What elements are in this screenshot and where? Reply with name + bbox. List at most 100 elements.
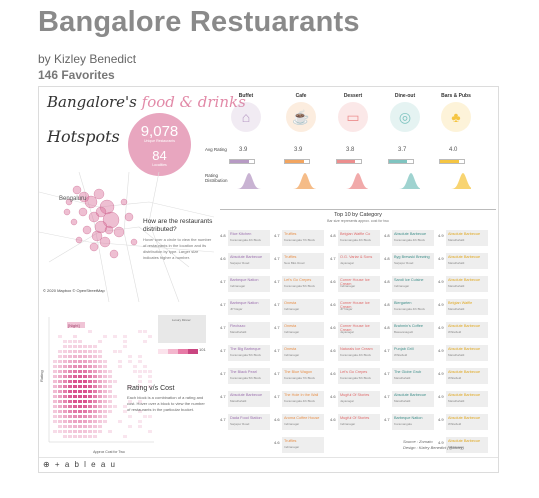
category-1[interactable]: Cafe ☕ bbox=[280, 93, 322, 132]
top10-item[interactable]: 4.7 The Hole In the Wall Koramangala 4th B… bbox=[274, 391, 324, 409]
category-3[interactable]: Dine-out ◎ bbox=[384, 93, 426, 132]
heat-cell bbox=[68, 430, 72, 433]
rating-distribution-1[interactable] bbox=[286, 171, 316, 189]
heat-cell bbox=[103, 365, 107, 368]
avg-rating-3[interactable]: 3.7 bbox=[384, 147, 426, 157]
heat-cell bbox=[78, 415, 82, 418]
top10-item[interactable]: 4.9 Absolute Barbecue Whitefield bbox=[438, 322, 488, 340]
top10-item[interactable]: 4.9 Absolute Barbecue Whitefield bbox=[438, 414, 488, 432]
top10-item[interactable]: 4.7 Truffles New BEL Road bbox=[274, 253, 324, 271]
top10-item[interactable]: 4.6 Mugful Of Stories Jayanagar bbox=[330, 391, 380, 409]
top10-item[interactable]: 4.8 Byg Brewski Brewing Sarjapur Road bbox=[384, 253, 434, 271]
top10-item[interactable]: 4.7 Barbeque Nation Indiranagar bbox=[220, 276, 270, 294]
top10-panel: Top 10 by Category Bar size represents a… bbox=[220, 209, 496, 449]
heat-cell bbox=[63, 360, 67, 363]
item-rating: 4.7 bbox=[384, 348, 390, 353]
heat-cell bbox=[138, 425, 142, 428]
top10-item[interactable]: 4.9 Belgian Waffle Marathahalli bbox=[438, 299, 488, 317]
top10-item[interactable]: 4.7 Let's Go Crepes Koramangala 5th Block bbox=[274, 276, 324, 294]
rating-distribution-3[interactable] bbox=[390, 171, 420, 189]
heading-part-a: Bangalore's bbox=[47, 93, 137, 111]
top10-item[interactable]: 4.8 Belgian Waffle Co Koramangala 4th Bloc… bbox=[330, 230, 380, 248]
top10-item[interactable]: 4.6 Corner House Ice Cream Indiranagar bbox=[330, 276, 380, 294]
heat-cell bbox=[78, 350, 82, 353]
top10-item[interactable]: 4.8 Sandi Ice Cuisine Indiranagar bbox=[384, 276, 434, 294]
item-name: Truffles bbox=[284, 232, 296, 236]
avg-rating-4[interactable]: 4.0 bbox=[435, 147, 477, 157]
item-name: Absolute Barbecue bbox=[448, 255, 480, 259]
top10-item[interactable]: 4.9 Absolute Barbecue Marathahalli bbox=[438, 345, 488, 363]
top10-item[interactable]: 4.6 Truffles Indiranagar bbox=[274, 437, 324, 455]
top10-item[interactable]: 4.9 Absolute Barbecue Marathahalli bbox=[438, 230, 488, 248]
heat-cell bbox=[123, 435, 127, 438]
top10-item[interactable]: 4.6 Corner House Ice Cream JP Nagar bbox=[330, 299, 380, 317]
top10-item[interactable]: 4.7 The Blue Wagon Koramangala 7th Block bbox=[274, 368, 324, 386]
heat-cell bbox=[73, 395, 77, 398]
top10-item[interactable]: 4.7 Flechazo Marathahalli bbox=[220, 322, 270, 340]
heat-cell bbox=[88, 425, 92, 428]
heat-cell bbox=[78, 405, 82, 408]
top10-item[interactable]: 4.9 Absolute Barbecue Whitefield bbox=[438, 368, 488, 386]
author-byline[interactable]: by Kizley Benedict bbox=[38, 52, 136, 66]
top10-item[interactable]: 4.7 Dada Food Station Sarjapur Road bbox=[220, 414, 270, 432]
top10-item[interactable]: 4.6 Let's Go Crepes Koramangala 5th Block bbox=[330, 368, 380, 386]
top10-item[interactable]: 4.6 Naturals Ice Cream Koramangala 4th Blo… bbox=[330, 345, 380, 363]
top10-item[interactable]: 4.7 Barbeque Nation Koramangala bbox=[384, 414, 434, 432]
top10-item[interactable]: 4.9 Absolute Barbecue Marathahalli bbox=[438, 253, 488, 271]
top10-item[interactable]: 4.7 Onesta Indiranagar bbox=[274, 322, 324, 340]
category-4[interactable]: Bars & Pubs ♣ bbox=[435, 93, 477, 132]
location-circle bbox=[64, 209, 70, 215]
top10-item[interactable]: 4.7 The Big Barbeque Koramangala 5th Block bbox=[220, 345, 270, 363]
item-rating: 4.6 bbox=[330, 348, 336, 353]
top10-item[interactable]: 4.6 Absolute Barbecue Sarjapur Road bbox=[220, 253, 270, 271]
map-credit[interactable]: © 2020 Mapbox © OpenStreetMap bbox=[43, 288, 105, 293]
avg-rating-2[interactable]: 3.8 bbox=[332, 147, 374, 157]
heat-cell bbox=[133, 370, 137, 373]
top10-item[interactable]: 4.9 Absolute Barbecue Marathahalli bbox=[438, 391, 488, 409]
item-locality: Koramangala 4th Block bbox=[340, 238, 371, 242]
top10-item[interactable]: 4.7 Truffles Koramangala 7th Block bbox=[274, 230, 324, 248]
heat-cell bbox=[58, 410, 62, 413]
heat-cell bbox=[123, 335, 127, 338]
top10-item[interactable]: 4.7 The Globe Grub Marathahalli bbox=[384, 368, 434, 386]
item-name: Absolute Barbecue bbox=[448, 324, 480, 328]
heat-cell bbox=[98, 405, 102, 408]
top10-item[interactable]: 4.9 Absolute Barbecue Marathahalli bbox=[438, 276, 488, 294]
rating-distribution-2[interactable] bbox=[338, 171, 368, 189]
top10-item[interactable]: 4.7 O.G. Variar & Sons Jayanagar bbox=[330, 253, 380, 271]
top10-item[interactable]: 4.8 Absolute Barbecue Koramangala 4th Bloc… bbox=[384, 230, 434, 248]
top10-item[interactable]: 4.7 Punjab Grill Whitefield bbox=[384, 345, 434, 363]
heat-cell bbox=[63, 345, 67, 348]
heat-cell bbox=[108, 385, 112, 388]
top10-item[interactable]: 4.7 Onesta Indiranagar bbox=[274, 345, 324, 363]
heat-cell bbox=[103, 405, 107, 408]
top10-item[interactable]: 4.8 Rice Kitchen Koramangala 4th Block bbox=[220, 230, 270, 248]
top10-item[interactable]: 4.7 Onesta Indiranagar bbox=[274, 299, 324, 317]
dashboard-viz[interactable]: Bangalore's food & drinks Hotspots 9,078… bbox=[38, 86, 499, 473]
category-0[interactable]: Buffet ⌂ bbox=[225, 93, 267, 132]
heat-cell bbox=[68, 375, 72, 378]
top10-item[interactable]: 4.7 The Black Pearl Koramangala 5th Block bbox=[220, 368, 270, 386]
avg-rating-0[interactable]: 3.9 bbox=[225, 147, 267, 157]
category-label: Cafe bbox=[280, 93, 322, 99]
rating-distribution-4[interactable] bbox=[441, 171, 471, 189]
heat-cell bbox=[73, 355, 77, 358]
top10-item[interactable]: 4.8 Brahmin's Coffee Basavanagudi bbox=[384, 322, 434, 340]
category-2[interactable]: Dessert ▭ bbox=[332, 93, 374, 132]
top10-item[interactable]: 4.7 Absolute Barbecue Marathahalli bbox=[384, 391, 434, 409]
tableau-logo[interactable]: ⊕ + a b l e a u bbox=[43, 460, 116, 469]
heat-cell bbox=[143, 370, 147, 373]
top10-item[interactable]: 4.6 Aroma Coffee House Indiranagar bbox=[274, 414, 324, 432]
top10-item[interactable]: 4.8 Biergarten Koramangala 4th Block bbox=[384, 299, 434, 317]
item-locality: Indiranagar bbox=[284, 445, 299, 449]
item-locality: Koramangala 7th Block bbox=[284, 376, 315, 380]
rating-distribution-0[interactable] bbox=[231, 171, 261, 189]
heat-cell bbox=[53, 395, 57, 398]
top10-item[interactable]: 4.6 Mugful Of Stories Indiranagar bbox=[330, 414, 380, 432]
heat-cell bbox=[93, 345, 97, 348]
avg-rating-1[interactable]: 3.9 bbox=[280, 147, 322, 157]
top10-item[interactable]: 4.7 Absolute Barbecue Marathahalli bbox=[220, 391, 270, 409]
top10-item[interactable]: 4.6 Corner House Ice Cream Jayanagar bbox=[330, 322, 380, 340]
top10-item[interactable]: 4.7 Barbeque Nation JP Nagar bbox=[220, 299, 270, 317]
item-locality: JP Nagar bbox=[230, 307, 242, 311]
